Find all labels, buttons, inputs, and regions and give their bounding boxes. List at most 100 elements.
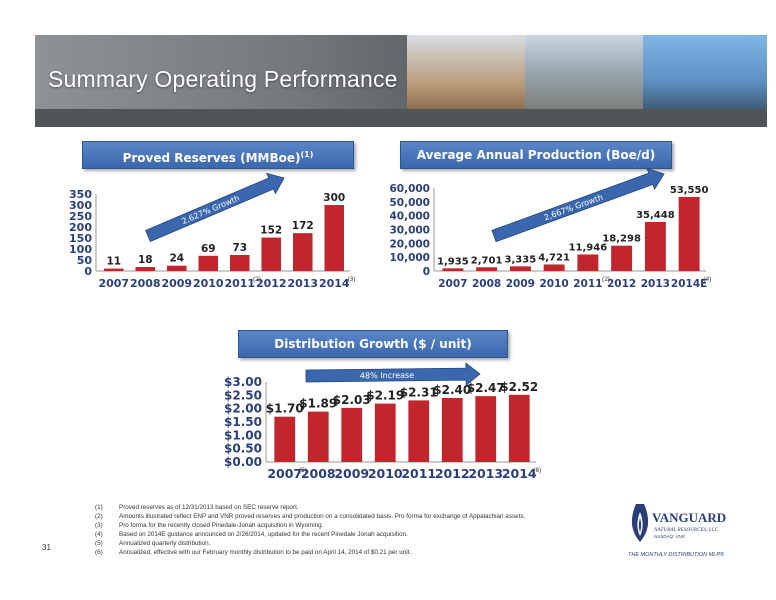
category-label: 2010	[368, 466, 403, 481]
data-label: 18,298	[602, 234, 641, 245]
category-label: 2012	[256, 277, 287, 290]
data-label: 53,550	[670, 185, 709, 196]
y-tick-label: 30,000	[389, 225, 430, 237]
category-label: 2012	[435, 466, 470, 481]
y-tick-label: 60,000	[389, 183, 430, 195]
category-note: (2)	[253, 276, 261, 283]
y-tick-label: 150	[69, 232, 92, 245]
y-tick-label: $0.00	[224, 455, 262, 469]
reserves-header-text: Proved Reserves (MMBoe)	[122, 151, 301, 165]
bar	[198, 255, 219, 271]
data-label: 69	[201, 243, 216, 255]
banner-strip	[35, 109, 767, 127]
vanguard-logo: VANGUARD NATURAL RESOURCES, LLC NASDAQ: …	[631, 504, 726, 542]
category-label: 2011	[401, 466, 436, 481]
data-label: 4,721	[538, 252, 570, 263]
category-label: 2008	[130, 277, 161, 290]
bar	[577, 254, 599, 271]
bar	[292, 233, 313, 271]
data-label: 172	[292, 220, 314, 232]
bar	[442, 268, 464, 271]
growth-label: 2,627% Growth	[180, 194, 241, 227]
distribution-header: Distribution Growth ($ / unit)	[238, 330, 508, 358]
category-label: 2013	[468, 466, 503, 481]
data-label: 73	[232, 242, 247, 254]
category-label: 2009	[334, 466, 369, 481]
reserves-header-note: (1)	[300, 150, 314, 159]
data-label: 3,335	[505, 254, 537, 265]
y-tick-label: 350	[69, 188, 92, 201]
production-header-text: Average Annual Production (Boe/d)	[416, 148, 656, 162]
data-label: $2.19	[366, 389, 404, 403]
y-tick-label: 0	[84, 265, 92, 278]
footnote-3: (3) Pro forma for the recently closed Pin…	[95, 522, 324, 529]
bar	[441, 398, 463, 462]
category-label: 2014	[502, 466, 537, 481]
data-label: 24	[169, 253, 184, 265]
data-label: 18	[138, 254, 153, 266]
bar	[103, 268, 124, 271]
data-label: 11,946	[569, 242, 608, 253]
bar	[374, 403, 396, 462]
bar	[135, 267, 156, 271]
data-label: $2.47	[467, 381, 505, 395]
production-header: Average Annual Production (Boe/d)	[400, 141, 672, 169]
category-label: 2008	[301, 466, 336, 481]
category-label: 2007	[438, 278, 467, 290]
category-label: 2013	[287, 277, 318, 290]
bar	[543, 264, 565, 271]
y-tick-label: $3.00	[224, 375, 262, 389]
bar	[229, 254, 250, 271]
bar	[475, 396, 497, 462]
y-tick-label: 50,000	[389, 197, 430, 209]
data-label: $2.31	[400, 385, 438, 399]
category-note: (3)	[347, 276, 355, 283]
y-tick-label: 10,000	[389, 252, 430, 264]
category-label: 2009	[506, 278, 535, 290]
footnote-1: (1) Proved reserves as of 12/31/2013 base…	[95, 504, 299, 511]
category-label: 2010	[193, 277, 224, 290]
data-label: $1.70	[266, 402, 304, 416]
category-note: (4)	[703, 276, 711, 283]
y-tick-label: $1.00	[224, 428, 262, 442]
bar	[508, 394, 530, 462]
category-label: 2014	[319, 277, 350, 290]
footnote-2: (2) Amounts illustrated reflect ENP and V…	[95, 513, 526, 520]
bar	[408, 400, 430, 462]
category-label: 2011	[573, 278, 602, 290]
footnote-4: (4) Based on 2014E guidance announced on …	[95, 531, 408, 538]
data-label: $2.40	[433, 383, 471, 397]
page-title: Summary Operating Performance	[48, 66, 398, 92]
bar	[307, 411, 329, 462]
data-label: 11	[106, 256, 121, 268]
bar	[341, 407, 363, 462]
footnote-6: (6) Annualized, effective with our Februa…	[95, 549, 412, 556]
category-label: 2007	[98, 277, 129, 290]
logo-sub: NATURAL RESOURCES, LLC	[653, 527, 719, 533]
logo-tagline: THE MONTHLY DISTRIBUTION MLP®	[628, 552, 725, 558]
logo-ticker: NASDAQ: VNR	[654, 534, 686, 539]
category-note: (6)	[533, 467, 541, 474]
footnote-5: (5) Annualized quarterly distribution.	[95, 540, 211, 547]
category-note: (5)	[299, 467, 307, 474]
y-tick-label: 0	[423, 266, 430, 278]
y-tick-label: $1.50	[224, 415, 262, 429]
bar	[678, 196, 700, 271]
category-label: 2010	[540, 278, 569, 290]
bar	[611, 245, 633, 271]
bar	[274, 416, 296, 462]
growth-label: 48% Increase	[360, 371, 414, 381]
category-label: 2008	[472, 278, 501, 290]
bar	[644, 221, 666, 271]
data-label: 2,701	[471, 255, 503, 266]
distribution-chart: $0.00$0.50$1.00$1.50$2.00$2.50$3.00 $1.70…	[224, 362, 541, 481]
bar	[476, 267, 498, 271]
y-tick-label: $0.50	[224, 442, 262, 456]
category-label: 2014E	[671, 278, 707, 290]
y-tick-label: 50	[77, 254, 93, 267]
title-banner	[35, 35, 767, 127]
logo-name: VANGUARD	[652, 510, 726, 525]
y-tick-label: $2.50	[224, 388, 262, 402]
bar	[509, 266, 531, 271]
